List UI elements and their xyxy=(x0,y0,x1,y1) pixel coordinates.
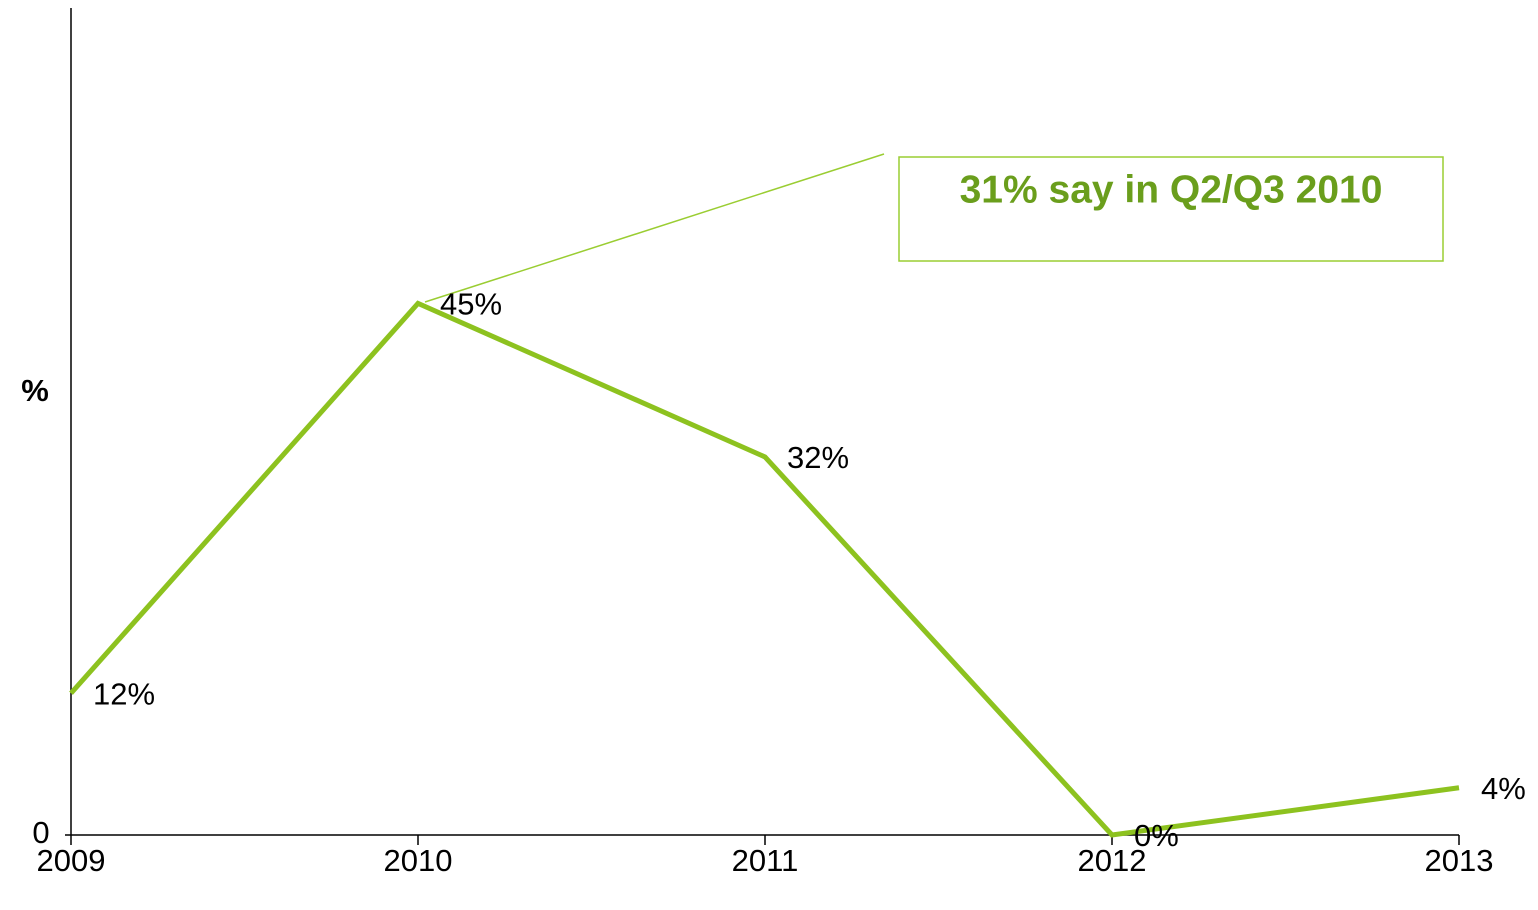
data-label: 32% xyxy=(787,440,849,475)
x-tick-label: 2010 xyxy=(384,843,453,878)
x-tick-label: 2012 xyxy=(1078,843,1147,878)
y-tick-label: 0 xyxy=(32,815,49,850)
data-label: 4% xyxy=(1481,771,1526,806)
x-tick-label: 2009 xyxy=(37,843,106,878)
data-label: 12% xyxy=(93,676,155,711)
y-axis-label: % xyxy=(21,373,49,408)
line xyxy=(69,300,1460,838)
annotation-leader xyxy=(424,153,885,303)
x-tick-label: 2011 xyxy=(732,843,799,878)
data-label: 45% xyxy=(440,287,502,322)
annotation-box xyxy=(898,156,1444,262)
data-label: 0% xyxy=(1134,818,1179,853)
x-tick-label: 2013 xyxy=(1425,843,1494,878)
annotation: 31% say in Q2/Q3 2010 xyxy=(960,168,1383,211)
